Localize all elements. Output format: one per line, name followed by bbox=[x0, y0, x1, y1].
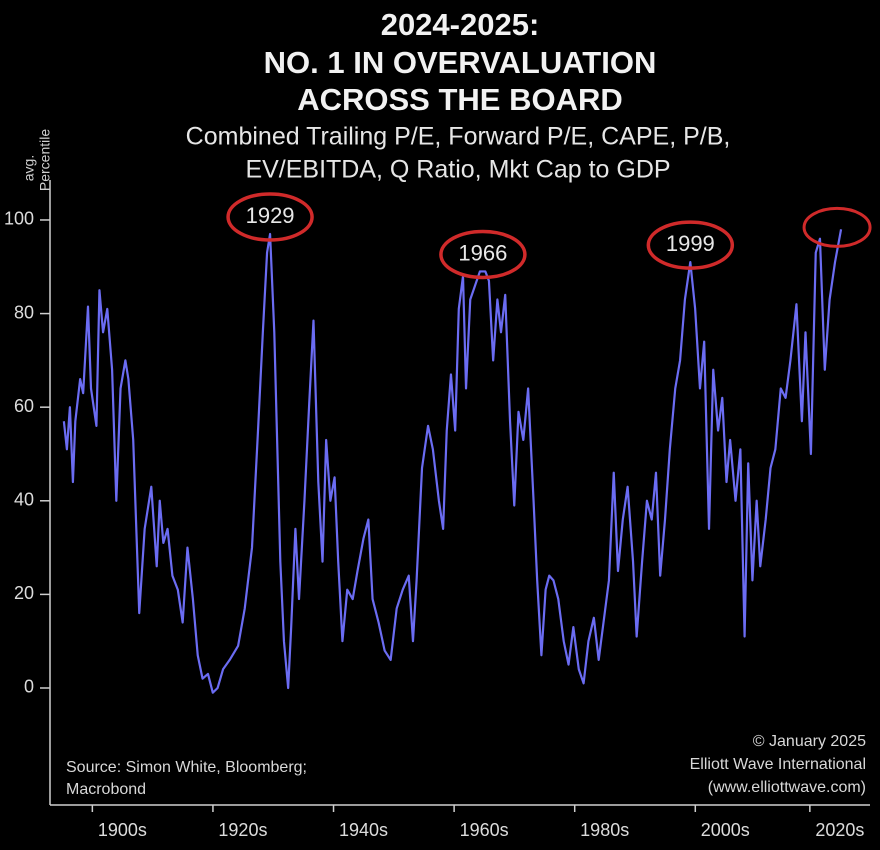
y-tick-label: 100 bbox=[4, 209, 34, 229]
chart-title: 2024-2025: bbox=[381, 7, 540, 42]
y-tick-label: 60 bbox=[14, 396, 34, 416]
y-axis-label: avg. bbox=[21, 155, 37, 181]
data-line bbox=[62, 229, 843, 694]
x-tick-label: 1920s bbox=[218, 820, 267, 840]
annotation-label: 1929 bbox=[246, 203, 295, 228]
y-tick-label: 0 bbox=[24, 677, 34, 697]
y-tick-label: 40 bbox=[14, 490, 34, 510]
chart-subtitle: Combined Trailing P/E, Forward P/E, CAPE… bbox=[186, 123, 731, 151]
x-tick-label: 1960s bbox=[460, 820, 509, 840]
credit-note: (www.elliottwave.com) bbox=[708, 779, 866, 796]
x-tick-label: 2000s bbox=[701, 820, 750, 840]
y-tick-label: 20 bbox=[14, 583, 34, 603]
source-note: Source: Simon White, Bloomberg; bbox=[66, 759, 307, 776]
annotation-circle bbox=[439, 229, 527, 280]
x-tick-label: 1900s bbox=[98, 820, 147, 840]
y-tick-label: 80 bbox=[14, 302, 34, 322]
x-tick-label: 1980s bbox=[580, 820, 629, 840]
annotation-circle bbox=[646, 220, 735, 270]
chart-subtitle: EV/EBITDA, Q Ratio, Mkt Cap to GDP bbox=[245, 156, 670, 184]
annotation-circle bbox=[226, 192, 314, 242]
x-tick-label: 2020s bbox=[815, 820, 864, 840]
chart-title: ACROSS THE BOARD bbox=[297, 82, 623, 117]
credit-note: © January 2025 bbox=[753, 733, 866, 750]
source-note: Macrobond bbox=[66, 781, 146, 798]
y-axis-label: Percentile bbox=[37, 129, 53, 191]
credit-note: Elliott Wave International bbox=[690, 756, 866, 773]
highlight-circle bbox=[802, 206, 872, 248]
x-tick-label: 1940s bbox=[339, 820, 388, 840]
chart-title: NO. 1 IN OVERVALUATION bbox=[264, 45, 657, 80]
annotation-label: 1966 bbox=[458, 240, 507, 265]
annotation-label: 1999 bbox=[666, 231, 715, 256]
